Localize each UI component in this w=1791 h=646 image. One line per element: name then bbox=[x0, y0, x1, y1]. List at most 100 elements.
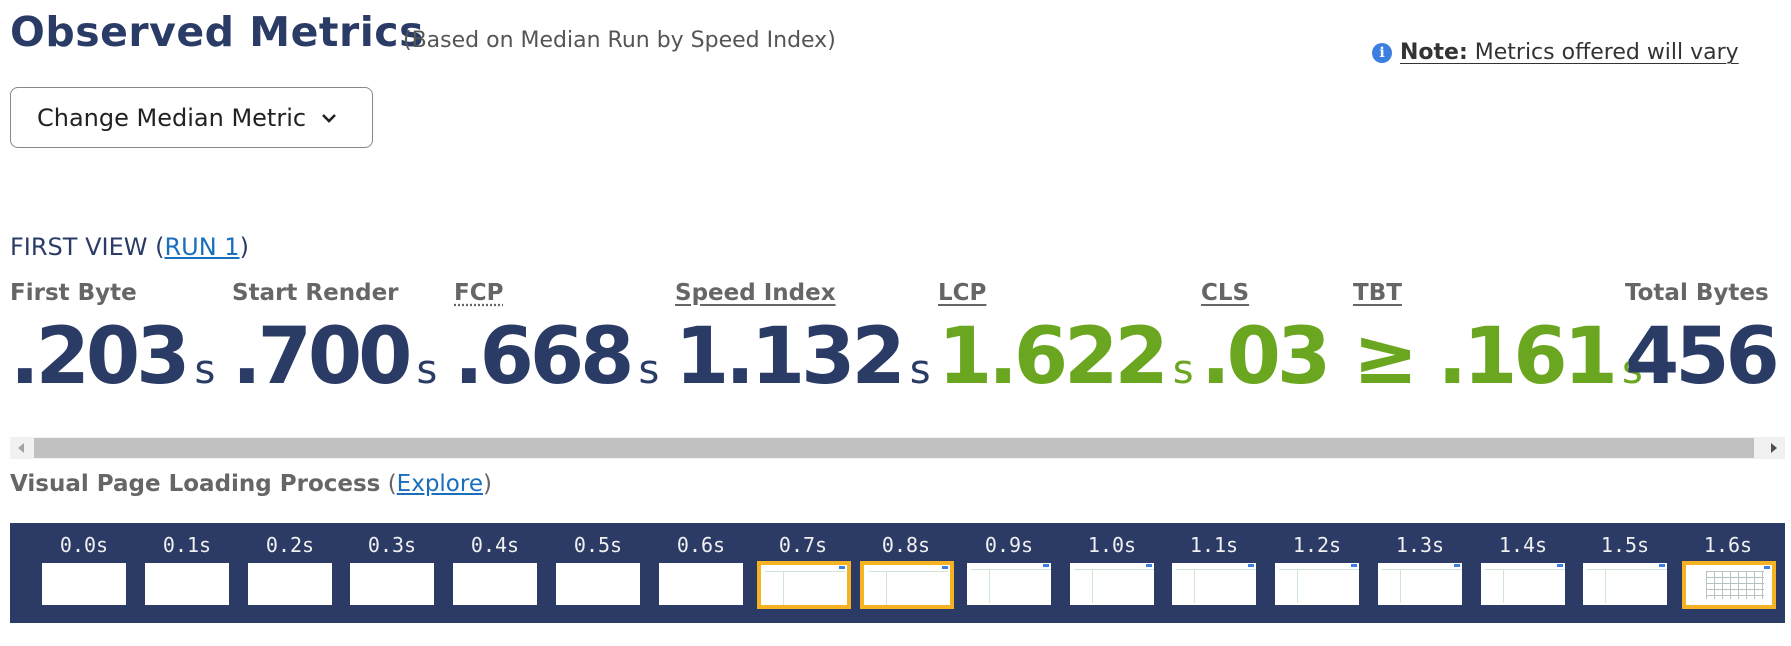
frame-time: 0.5s bbox=[573, 533, 623, 557]
frame-thumbnail[interactable] bbox=[659, 563, 743, 605]
metric-number: 456 bbox=[1625, 312, 1780, 402]
frame-thumbnail[interactable] bbox=[967, 563, 1051, 605]
metric-unit: s bbox=[1621, 347, 1643, 393]
filmstrip-frame[interactable]: 0.6s bbox=[653, 523, 749, 623]
paren-close: ) bbox=[482, 471, 492, 497]
filmstrip-frame[interactable]: 1.4s bbox=[1475, 523, 1571, 623]
frame-time: 1.0s bbox=[1087, 533, 1137, 557]
frame-time: 0.1s bbox=[162, 533, 212, 557]
metric-number: .700 bbox=[232, 312, 412, 402]
metrics-strip[interactable]: First Byte .203 s Start Render .700 s FCP … bbox=[10, 280, 1785, 430]
info-icon: i bbox=[1372, 43, 1392, 63]
first-view-suffix: ) bbox=[239, 233, 249, 261]
visual-progress-heading: Visual Page Loading Process (Explore) bbox=[10, 471, 492, 497]
frame-thumbnail[interactable] bbox=[42, 563, 126, 605]
filmstrip-frame-changed[interactable]: 1.6s bbox=[1680, 523, 1776, 623]
frame-time: 0.0s bbox=[59, 533, 109, 557]
frame-thumbnail[interactable] bbox=[1275, 563, 1359, 605]
change-median-metric-button[interactable]: Change Median Metric bbox=[10, 87, 373, 148]
filmstrip-frame[interactable]: 1.0s bbox=[1064, 523, 1160, 623]
metric-cls: CLS .03 bbox=[1201, 280, 1335, 396]
explore-link[interactable]: Explore bbox=[396, 471, 483, 497]
frame-time: 0.7s bbox=[778, 533, 828, 557]
filmstrip-frame[interactable]: 0.4s bbox=[447, 523, 543, 623]
paren-open: ( bbox=[387, 471, 397, 497]
frame-thumbnail[interactable] bbox=[757, 561, 851, 609]
metric-lcp: LCP 1.622 s bbox=[938, 280, 1194, 396]
metric-number: .203 bbox=[10, 312, 190, 402]
metric-number: 1.622 bbox=[938, 312, 1169, 402]
metric-speed-index: Speed Index 1.132 s bbox=[675, 280, 931, 396]
frame-time: 1.1s bbox=[1189, 533, 1239, 557]
filmstrip-frame[interactable]: 0.1s bbox=[139, 523, 235, 623]
metric-label[interactable]: TBT bbox=[1353, 280, 1402, 306]
frame-time: 0.2s bbox=[265, 533, 315, 557]
scroll-right-arrow-icon[interactable] bbox=[1771, 443, 1777, 453]
filmstrip-frame[interactable]: 0.9s bbox=[961, 523, 1057, 623]
metric-first-byte: First Byte .203 s bbox=[10, 280, 215, 396]
metric-value: 1.622 s bbox=[938, 318, 1194, 396]
frame-thumbnail[interactable] bbox=[1070, 563, 1154, 605]
filmstrip[interactable]: 0.0s 0.1s 0.2s 0.3s 0.4s 0.5s 0.6s 0.7s … bbox=[10, 523, 1785, 623]
metric-unit: s bbox=[194, 347, 216, 393]
frame-thumbnail[interactable] bbox=[350, 563, 434, 605]
frame-time: 1.4s bbox=[1498, 533, 1548, 557]
metric-number: .668 bbox=[454, 312, 634, 402]
metric-label: First Byte bbox=[10, 280, 137, 306]
metric-value: .668 s bbox=[454, 318, 659, 396]
run-1-link[interactable]: RUN 1 bbox=[164, 233, 240, 261]
scroll-left-arrow-icon[interactable] bbox=[18, 443, 24, 453]
metric-unit: s bbox=[1172, 347, 1194, 393]
frame-time: 0.9s bbox=[984, 533, 1034, 557]
metrics-horizontal-scrollbar[interactable] bbox=[10, 437, 1785, 459]
frame-time: 1.5s bbox=[1600, 533, 1650, 557]
metric-number: ≥ .161 bbox=[1353, 312, 1618, 402]
metric-unit: s bbox=[909, 347, 931, 393]
metrics-note[interactable]: i Note: Metrics offered will vary bbox=[1372, 40, 1739, 65]
metric-label[interactable]: Speed Index bbox=[675, 280, 836, 306]
frame-thumbnail[interactable] bbox=[1481, 563, 1565, 605]
metric-tbt: TBT ≥ .161 s bbox=[1353, 280, 1643, 396]
filmstrip-frame[interactable]: 1.3s bbox=[1372, 523, 1468, 623]
metric-value: .700 s bbox=[232, 318, 437, 396]
filmstrip-frame[interactable]: 0.0s bbox=[36, 523, 132, 623]
metric-start-render: Start Render .700 s bbox=[232, 280, 437, 396]
metric-label[interactable]: CLS bbox=[1201, 280, 1250, 306]
note-text: Metrics offered will vary bbox=[1467, 40, 1739, 65]
visual-progress-title: Visual Page Loading Process bbox=[10, 471, 381, 497]
chevron-down-icon bbox=[322, 113, 336, 123]
metric-label[interactable]: LCP bbox=[938, 280, 987, 306]
metric-unit: KB bbox=[1784, 347, 1785, 393]
frame-time: 1.2s bbox=[1292, 533, 1342, 557]
change-median-metric-label: Change Median Metric bbox=[37, 103, 307, 132]
scrollbar-thumb[interactable] bbox=[34, 438, 1754, 458]
frame-thumbnail[interactable] bbox=[1172, 563, 1256, 605]
filmstrip-frame-changed[interactable]: 0.8s bbox=[858, 523, 954, 623]
metric-value: .03 bbox=[1201, 318, 1335, 396]
filmstrip-frame-changed[interactable]: 0.7s bbox=[755, 523, 851, 623]
metric-label: Total Bytes bbox=[1625, 280, 1769, 306]
frame-time: 1.6s bbox=[1703, 533, 1753, 557]
filmstrip-frame[interactable]: 0.2s bbox=[242, 523, 338, 623]
frame-thumbnail[interactable] bbox=[556, 563, 640, 605]
metric-number: .03 bbox=[1201, 312, 1331, 402]
frame-time: 1.3s bbox=[1395, 533, 1445, 557]
filmstrip-frame[interactable]: 1.2s bbox=[1269, 523, 1365, 623]
frame-thumbnail[interactable] bbox=[145, 563, 229, 605]
frame-thumbnail[interactable] bbox=[860, 561, 954, 609]
filmstrip-frame[interactable]: 1.1s bbox=[1166, 523, 1262, 623]
frame-thumbnail[interactable] bbox=[1583, 563, 1667, 605]
filmstrip-frame[interactable]: 0.3s bbox=[344, 523, 440, 623]
metric-fcp: FCP .668 s bbox=[454, 280, 659, 396]
filmstrip-frame[interactable]: 0.5s bbox=[550, 523, 646, 623]
page-subtitle: (Based on Median Run by Speed Index) bbox=[403, 28, 836, 53]
metric-label[interactable]: FCP bbox=[454, 280, 504, 306]
first-view-prefix: FIRST VIEW ( bbox=[10, 233, 165, 261]
frame-time: 0.3s bbox=[367, 533, 417, 557]
frame-thumbnail[interactable] bbox=[248, 563, 332, 605]
note-label: Note: bbox=[1400, 40, 1468, 65]
frame-thumbnail[interactable] bbox=[453, 563, 537, 605]
filmstrip-frame[interactable]: 1.5s bbox=[1577, 523, 1673, 623]
frame-thumbnail[interactable] bbox=[1682, 561, 1776, 609]
frame-thumbnail[interactable] bbox=[1378, 563, 1462, 605]
